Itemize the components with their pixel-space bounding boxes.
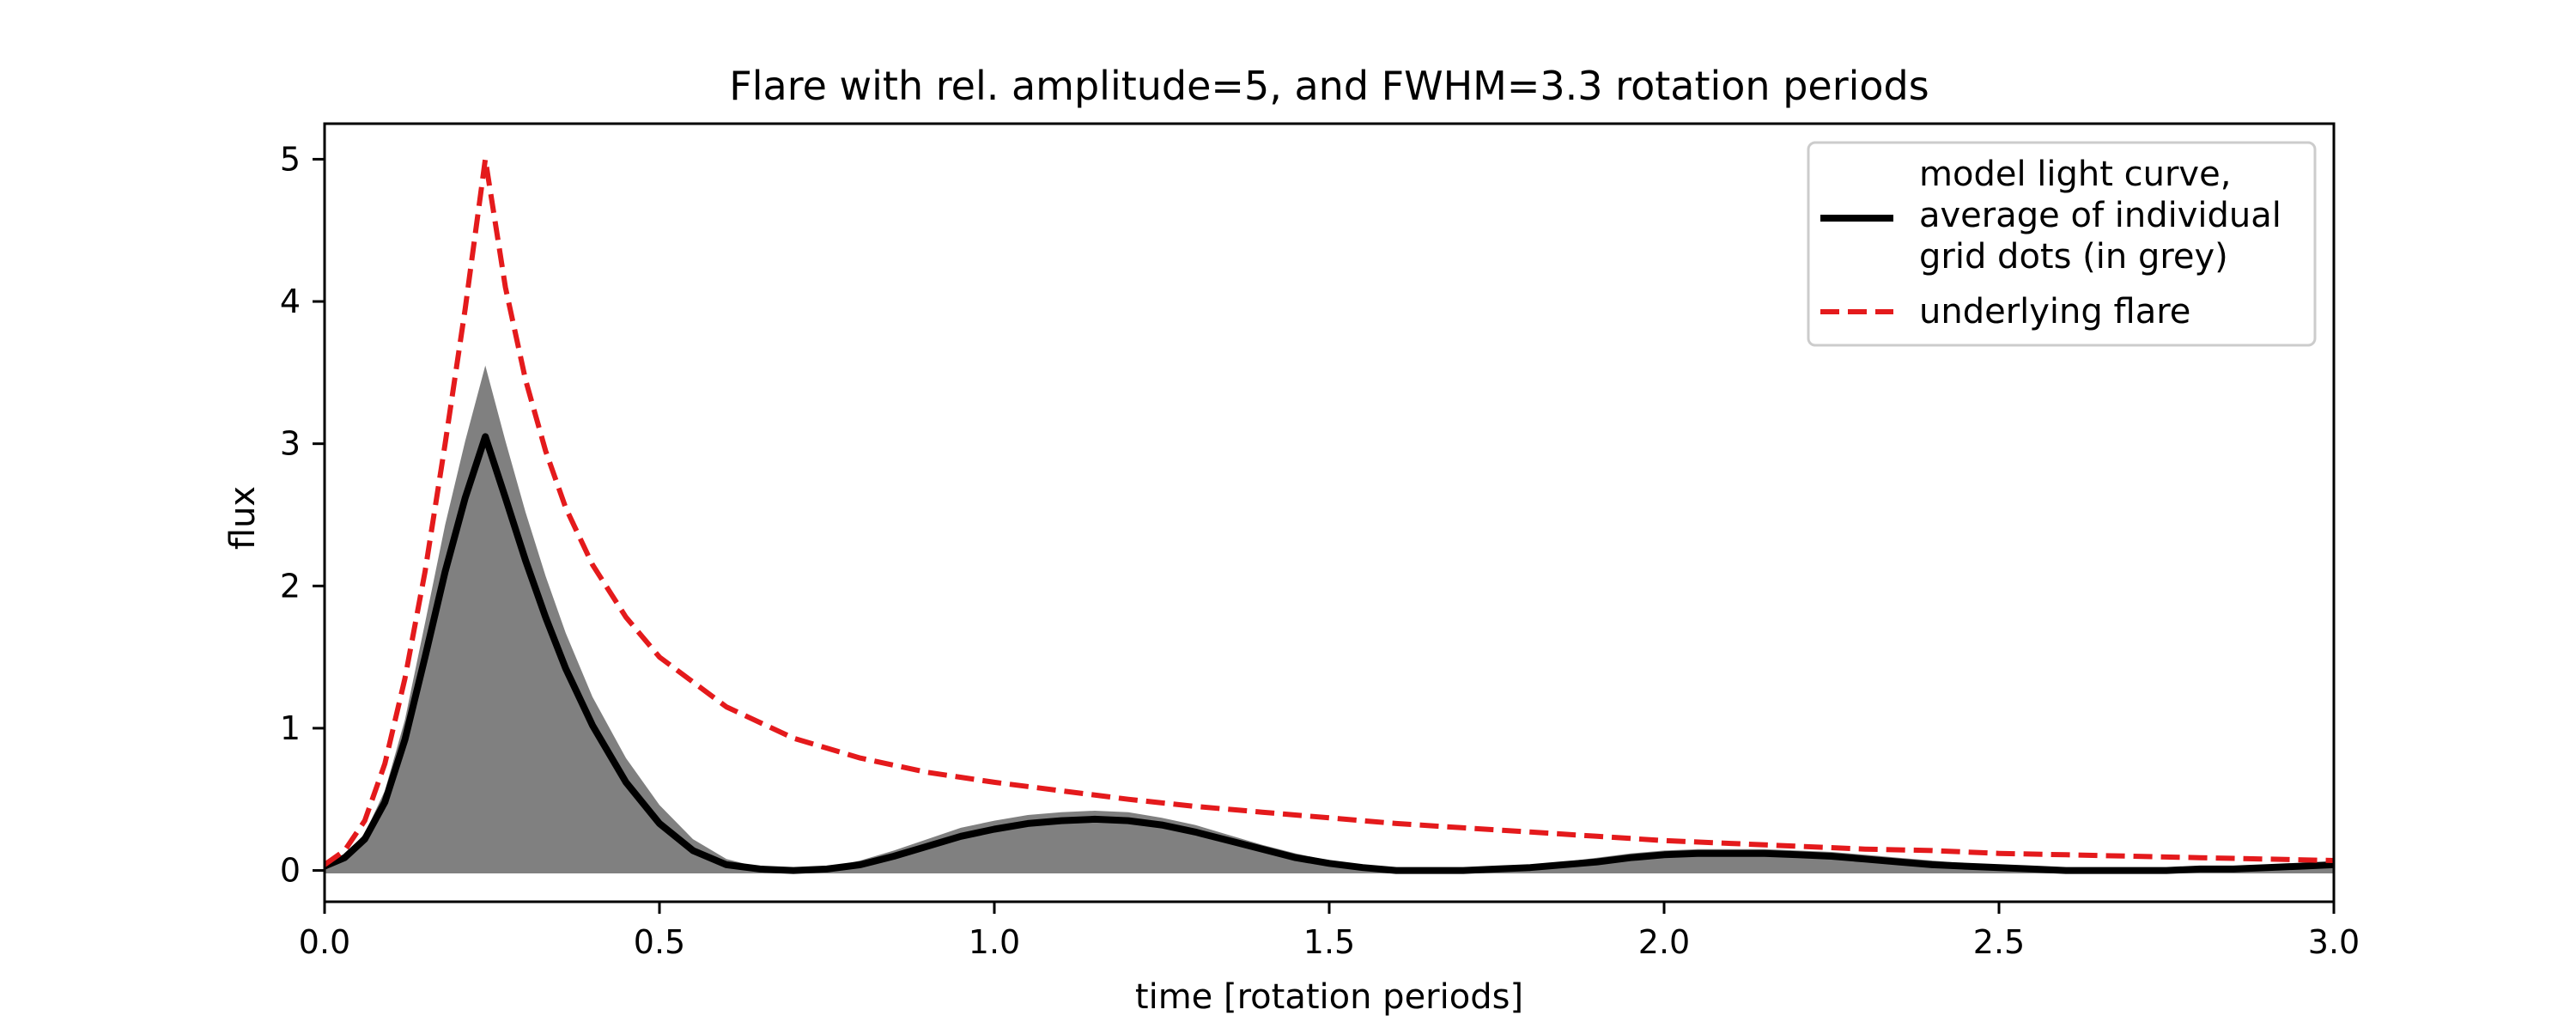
- plot-area: [325, 156, 2334, 874]
- y-tick-label: 0: [280, 852, 301, 890]
- x-tick-label: 1.5: [1303, 923, 1355, 961]
- series-grid-dots-band: [325, 365, 2334, 871]
- y-tick-label: 1: [280, 709, 301, 747]
- y-tick-label: 5: [280, 140, 301, 178]
- legend-label-model-line1: model light curve,: [1919, 155, 2231, 194]
- y-tick-label: 2: [280, 567, 301, 605]
- x-tick-label: 2.5: [1973, 923, 2025, 961]
- x-tick-label: 1.0: [969, 923, 1020, 961]
- x-tick-label: 0.0: [299, 923, 350, 961]
- y-tick-label: 4: [280, 283, 301, 320]
- series-model-light-curve: [325, 433, 2334, 874]
- axes: 0.0 0.5 1.0 1.5 2.0 2.5 3.0 0 1 2 3 4 5: [280, 122, 2360, 961]
- chart-title: Flare with rel. amplitude=5, and FWHM=3.…: [729, 63, 1929, 109]
- legend-frame: [1807, 141, 2317, 347]
- x-tick-label: 0.5: [634, 923, 685, 961]
- y-axis-label: flux: [223, 486, 263, 550]
- legend-label-model-line2: average of individual: [1919, 196, 2281, 235]
- legend-label-flare: underlying flare: [1919, 292, 2190, 331]
- series-underlying-flare: [325, 156, 2334, 867]
- x-tick-label: 3.0: [2308, 923, 2360, 961]
- y-tick-label: 3: [280, 425, 301, 463]
- x-tick-label: 2.0: [1638, 923, 1690, 961]
- legend-label-model-line3: grid dots (in grey): [1919, 237, 2228, 277]
- legend: model light curve, average of individual…: [1807, 141, 2317, 347]
- x-axis-label: time [rotation periods]: [1135, 977, 1523, 1017]
